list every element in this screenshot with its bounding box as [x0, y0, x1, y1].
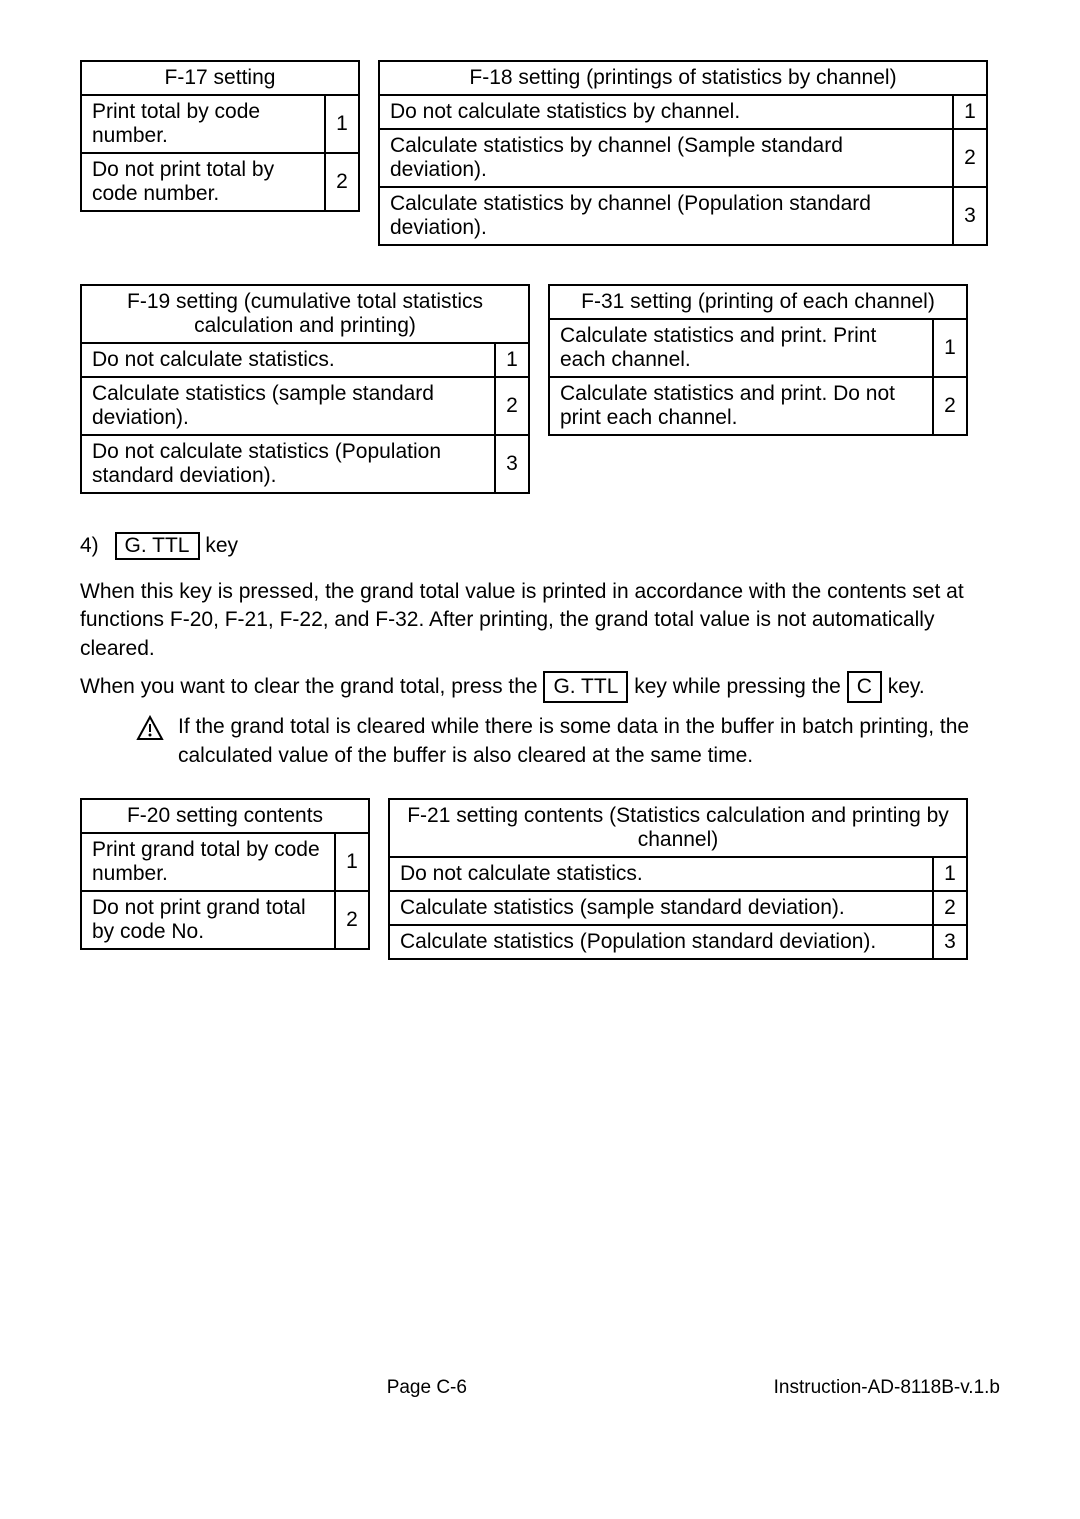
- f19-r2: Calculate statistics (sample standard de…: [81, 377, 495, 435]
- f18-v3: 3: [953, 187, 987, 245]
- f19-v3: 3: [495, 435, 529, 493]
- f18-r3: Calculate statistics by channel (Populat…: [379, 187, 953, 245]
- p2a: When you want to clear the grand total, …: [80, 675, 538, 698]
- warning-text: If the grand total is cleared while ther…: [178, 713, 1000, 770]
- footer-page: Page C-6: [387, 1377, 467, 1399]
- f31-title: F-31 setting (printing of each channel): [549, 285, 967, 319]
- table-f20: F-20 setting contents Print grand total …: [80, 798, 370, 950]
- f20-r2: Do not print grand total by code No.: [81, 891, 335, 949]
- table-f19: F-19 setting (cumulative total statistic…: [80, 284, 530, 494]
- page-footer: Page C-6 Instruction-AD-8118B-v.1.b: [80, 1377, 1000, 1399]
- f20-r1: Print grand total by code number.: [81, 833, 335, 891]
- f21-r3: Calculate statistics (Population standar…: [389, 925, 933, 959]
- table-f17: F-17 setting Print total by code number.…: [80, 60, 360, 212]
- f19-r3: Do not calculate statistics (Population …: [81, 435, 495, 493]
- para-2: When you want to clear the grand total, …: [80, 671, 1000, 703]
- f20-v2: 2: [335, 891, 369, 949]
- f20-title: F-20 setting contents: [81, 799, 369, 833]
- f18-v1: 1: [953, 95, 987, 129]
- f18-r2: Calculate statistics by channel (Sample …: [379, 129, 953, 187]
- p2c: key.: [888, 675, 925, 698]
- f19-v1: 1: [495, 343, 529, 377]
- f31-v2: 2: [933, 377, 967, 435]
- table-f31: F-31 setting (printing of each channel) …: [548, 284, 968, 436]
- gttl-keybox: G. TTL: [115, 532, 200, 560]
- heading-4: 4) G. TTL key: [80, 532, 1000, 560]
- f21-v2: 2: [933, 891, 967, 925]
- f17-r2: Do not print total by code number.: [81, 153, 325, 211]
- f19-v2: 2: [495, 377, 529, 435]
- f31-r2: Calculate statistics and print. Do not p…: [549, 377, 933, 435]
- table-f21: F-21 setting contents (Statistics calcul…: [388, 798, 968, 960]
- f31-v1: 1: [933, 319, 967, 377]
- f21-v1: 1: [933, 857, 967, 891]
- footer-doc: Instruction-AD-8118B-v.1.b: [774, 1377, 1000, 1399]
- f21-r1: Do not calculate statistics.: [389, 857, 933, 891]
- para-1: When this key is pressed, the grand tota…: [80, 578, 1000, 663]
- f17-v2: 2: [325, 153, 359, 211]
- c-key-inline: C: [847, 671, 882, 703]
- f31-r1: Calculate statistics and print. Print ea…: [549, 319, 933, 377]
- f17-title: F-17 setting: [81, 61, 359, 95]
- f17-v1: 1: [325, 95, 359, 153]
- f19-r1: Do not calculate statistics.: [81, 343, 495, 377]
- f20-v1: 1: [335, 833, 369, 891]
- f21-v3: 3: [933, 925, 967, 959]
- heading-num: 4): [80, 534, 99, 558]
- f19-title: F-19 setting (cumulative total statistic…: [81, 285, 529, 343]
- p2b: key while pressing the: [634, 675, 841, 698]
- f18-title: F-18 setting (printings of statistics by…: [379, 61, 987, 95]
- table-f18: F-18 setting (printings of statistics by…: [378, 60, 988, 246]
- f17-r1: Print total by code number.: [81, 95, 325, 153]
- f18-v2: 2: [953, 129, 987, 187]
- f21-r2: Calculate statistics (sample standard de…: [389, 891, 933, 925]
- warning-icon: [136, 715, 164, 770]
- f21-title: F-21 setting contents (Statistics calcul…: [389, 799, 967, 857]
- f18-r1: Do not calculate statistics by channel.: [379, 95, 953, 129]
- warning-block: If the grand total is cleared while ther…: [136, 713, 1000, 770]
- gttl-key-inline: G. TTL: [543, 671, 628, 703]
- heading-suffix: key: [205, 534, 238, 557]
